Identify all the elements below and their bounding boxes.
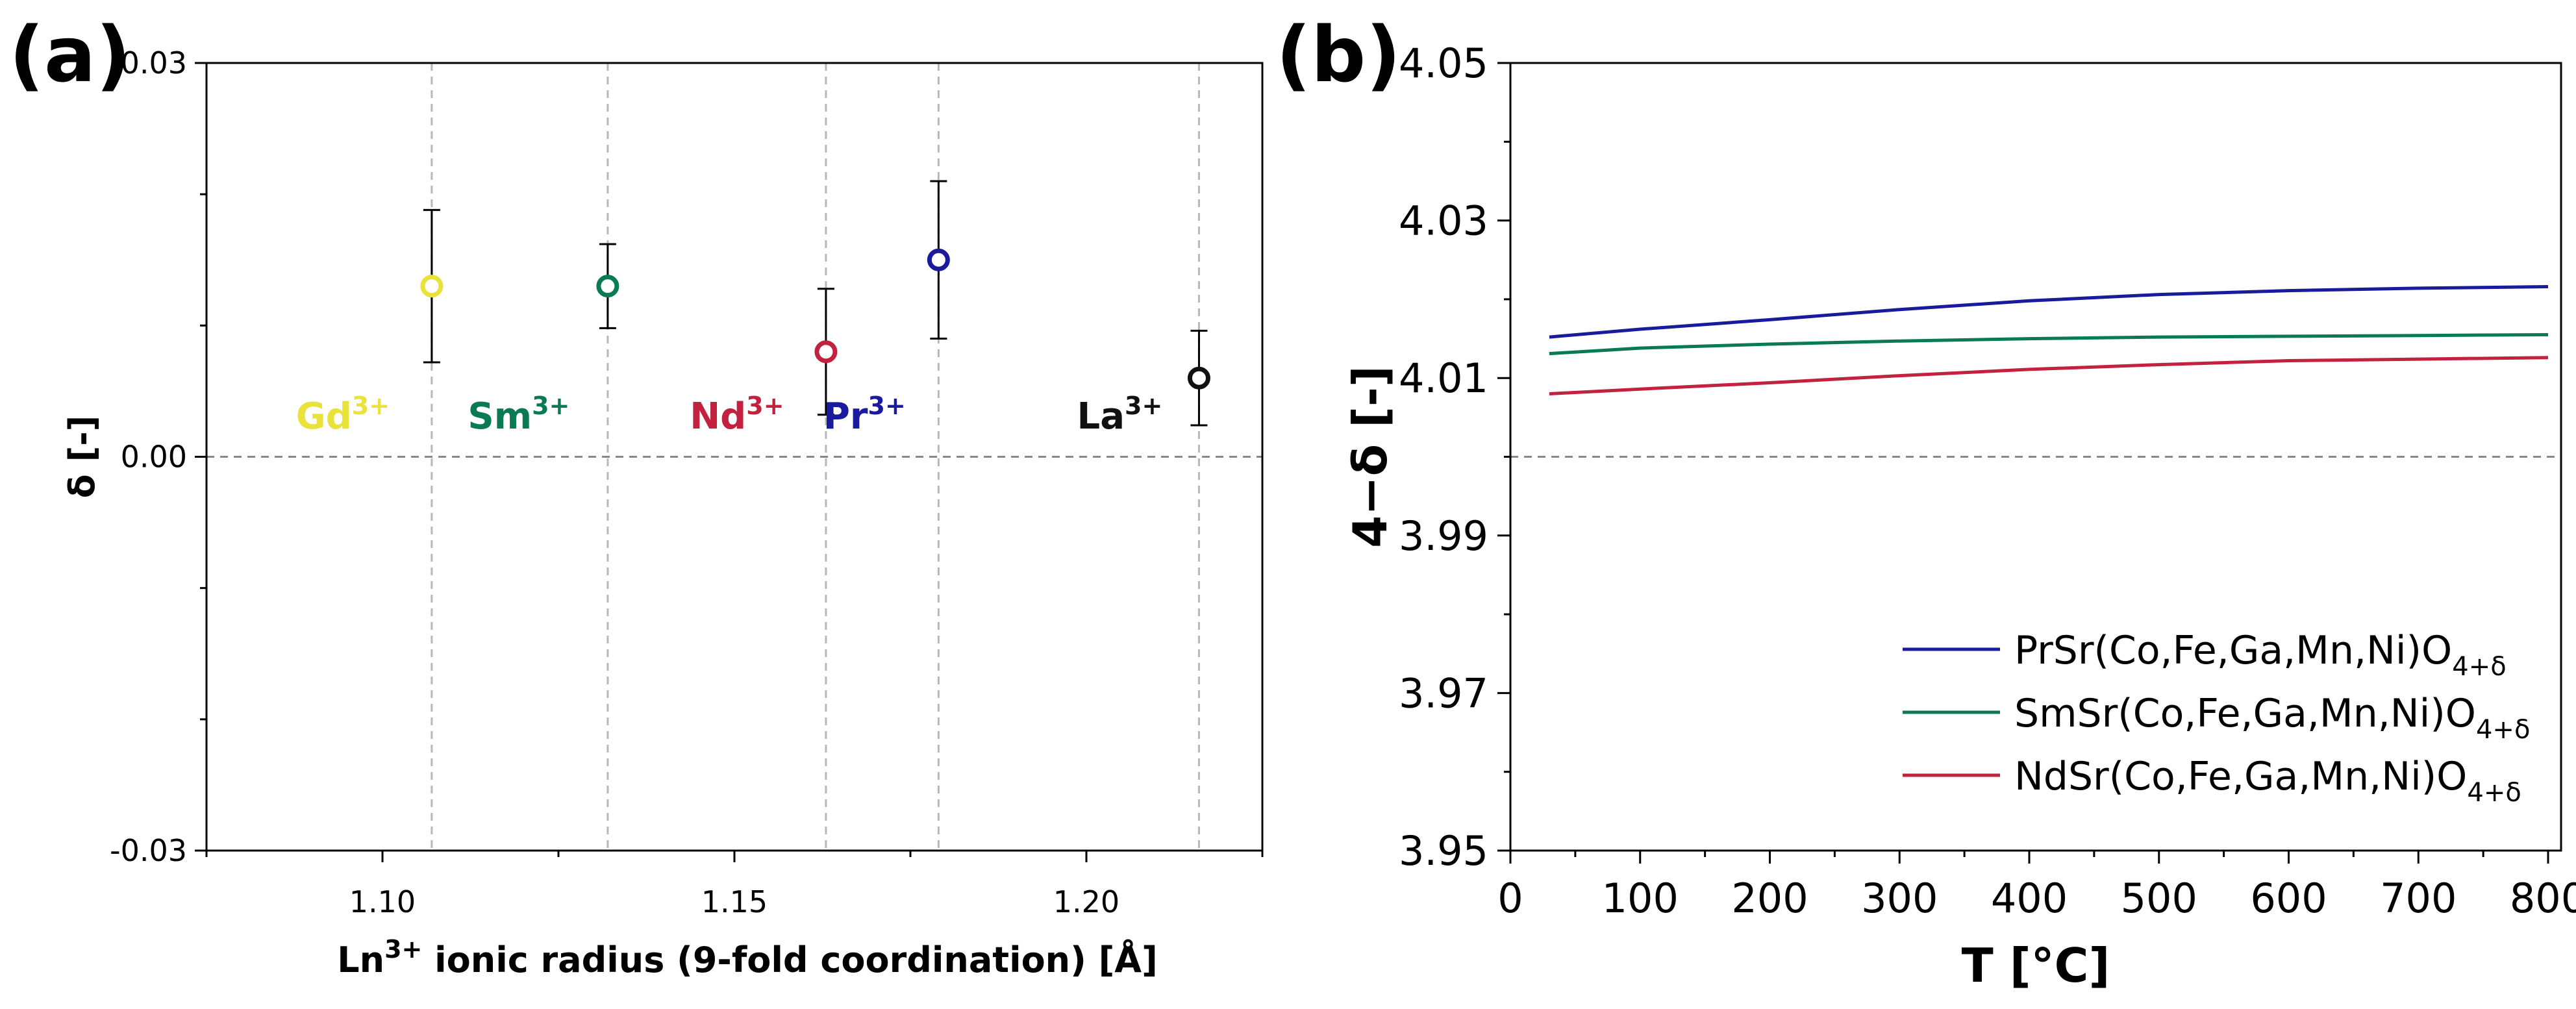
x-tick-label: 0: [1497, 875, 1523, 922]
series-line-0: [1549, 285, 2549, 339]
legend-subscript: 4+δ: [2476, 715, 2530, 745]
legend-label-2: NdSr(Co,Fe,Ga,Mn,Ni)O4+δ: [2014, 754, 2521, 808]
y-tick-label: 4.03: [1399, 197, 1488, 245]
ion-charge: 3+: [352, 392, 390, 420]
ion-label-sm: Sm3+: [468, 392, 569, 438]
y-tick-label: -0.03: [110, 833, 187, 868]
legend-label-1: SmSr(Co,Fe,Ga,Mn,Ni)O4+δ: [2014, 691, 2530, 745]
x-tick-label: 500: [2121, 875, 2197, 922]
y-tick-label: 0.00: [121, 440, 187, 475]
x-tick-label: 400: [1991, 875, 2068, 922]
panel-b-label: (b): [1276, 10, 1401, 99]
ion-symbol: Gd: [296, 395, 352, 438]
ion-label-pr: Pr3+: [823, 392, 906, 438]
x-axis-title-pre: Ln: [337, 940, 384, 980]
panel-b-chart: 0 100 200 300 400 500 600 700 800 3.95 3.97 3.99 4.0…: [1343, 40, 2576, 993]
x-tick-label: 800: [2510, 875, 2576, 922]
y-tick-label: 4.05: [1399, 40, 1488, 87]
series-line-2: [1549, 356, 2549, 395]
y-tick-label: 3.99: [1399, 512, 1488, 560]
y-tick-label: 4.01: [1399, 355, 1488, 402]
x-tick-label: 700: [2380, 875, 2457, 922]
x-tick-label: 300: [1861, 875, 1938, 922]
ion-symbol: Pr: [823, 395, 868, 438]
data-point-sm: [596, 275, 619, 298]
x-axis-title: Ln3+ ionic radius (9-fold coordination) …: [337, 935, 1158, 980]
legend-name: SmSr(Co,Fe,Ga,Mn,Ni)O: [2014, 691, 2476, 736]
legend-name: PrSr(Co,Fe,Ga,Mn,Ni)O: [2014, 628, 2452, 673]
x-tick-label: 100: [1602, 875, 1679, 922]
legend-subscript: 4+δ: [2452, 652, 2506, 682]
ion-charge: 3+: [1125, 392, 1162, 420]
x-axis-title: T [°C]: [1962, 938, 2110, 993]
data-point-pr: [927, 248, 950, 271]
plot-frame: [205, 62, 1264, 852]
y-tick-label: 0.03: [121, 45, 187, 81]
y-tick-label: 3.95: [1399, 827, 1488, 875]
ion-label-la: La3+: [1077, 392, 1163, 438]
data-point-nd: [814, 340, 838, 364]
x-axis-title-sup: 3+: [384, 935, 422, 964]
y-axis-title: 4−δ [-]: [1343, 366, 1397, 548]
x-tick-label: 200: [1731, 875, 1808, 922]
ion-charge: 3+: [746, 392, 784, 420]
ion-symbol: Nd: [690, 395, 746, 438]
ion-charge: 3+: [532, 392, 569, 420]
legend-label-0: PrSr(Co,Fe,Ga,Mn,Ni)O4+δ: [2014, 628, 2507, 682]
legend-name: NdSr(Co,Fe,Ga,Mn,Ni)O: [2014, 754, 2467, 799]
ion-label-gd: Gd3+: [296, 392, 390, 438]
panel-a-label: (a): [9, 10, 131, 99]
ion-label-nd: Nd3+: [690, 392, 784, 438]
series-line-1: [1549, 333, 2549, 356]
x-tick-label: 1.15: [701, 884, 768, 919]
ion-symbol: La: [1077, 395, 1125, 438]
y-tick-label: 3.97: [1399, 669, 1488, 717]
ion-charge: 3+: [868, 392, 906, 420]
x-tick-label: 600: [2250, 875, 2327, 922]
x-tick-label: 1.20: [1053, 884, 1119, 919]
data-point-la: [1187, 366, 1210, 390]
legend-subscript: 4+δ: [2467, 778, 2521, 808]
ion-symbol: Sm: [468, 395, 532, 438]
data-point-gd: [420, 275, 444, 298]
y-axis-title: δ [-]: [62, 416, 103, 499]
x-axis-title-post: ionic radius (9-fold coordination) [Å]: [422, 940, 1157, 980]
x-tick-label: 1.10: [349, 884, 416, 919]
